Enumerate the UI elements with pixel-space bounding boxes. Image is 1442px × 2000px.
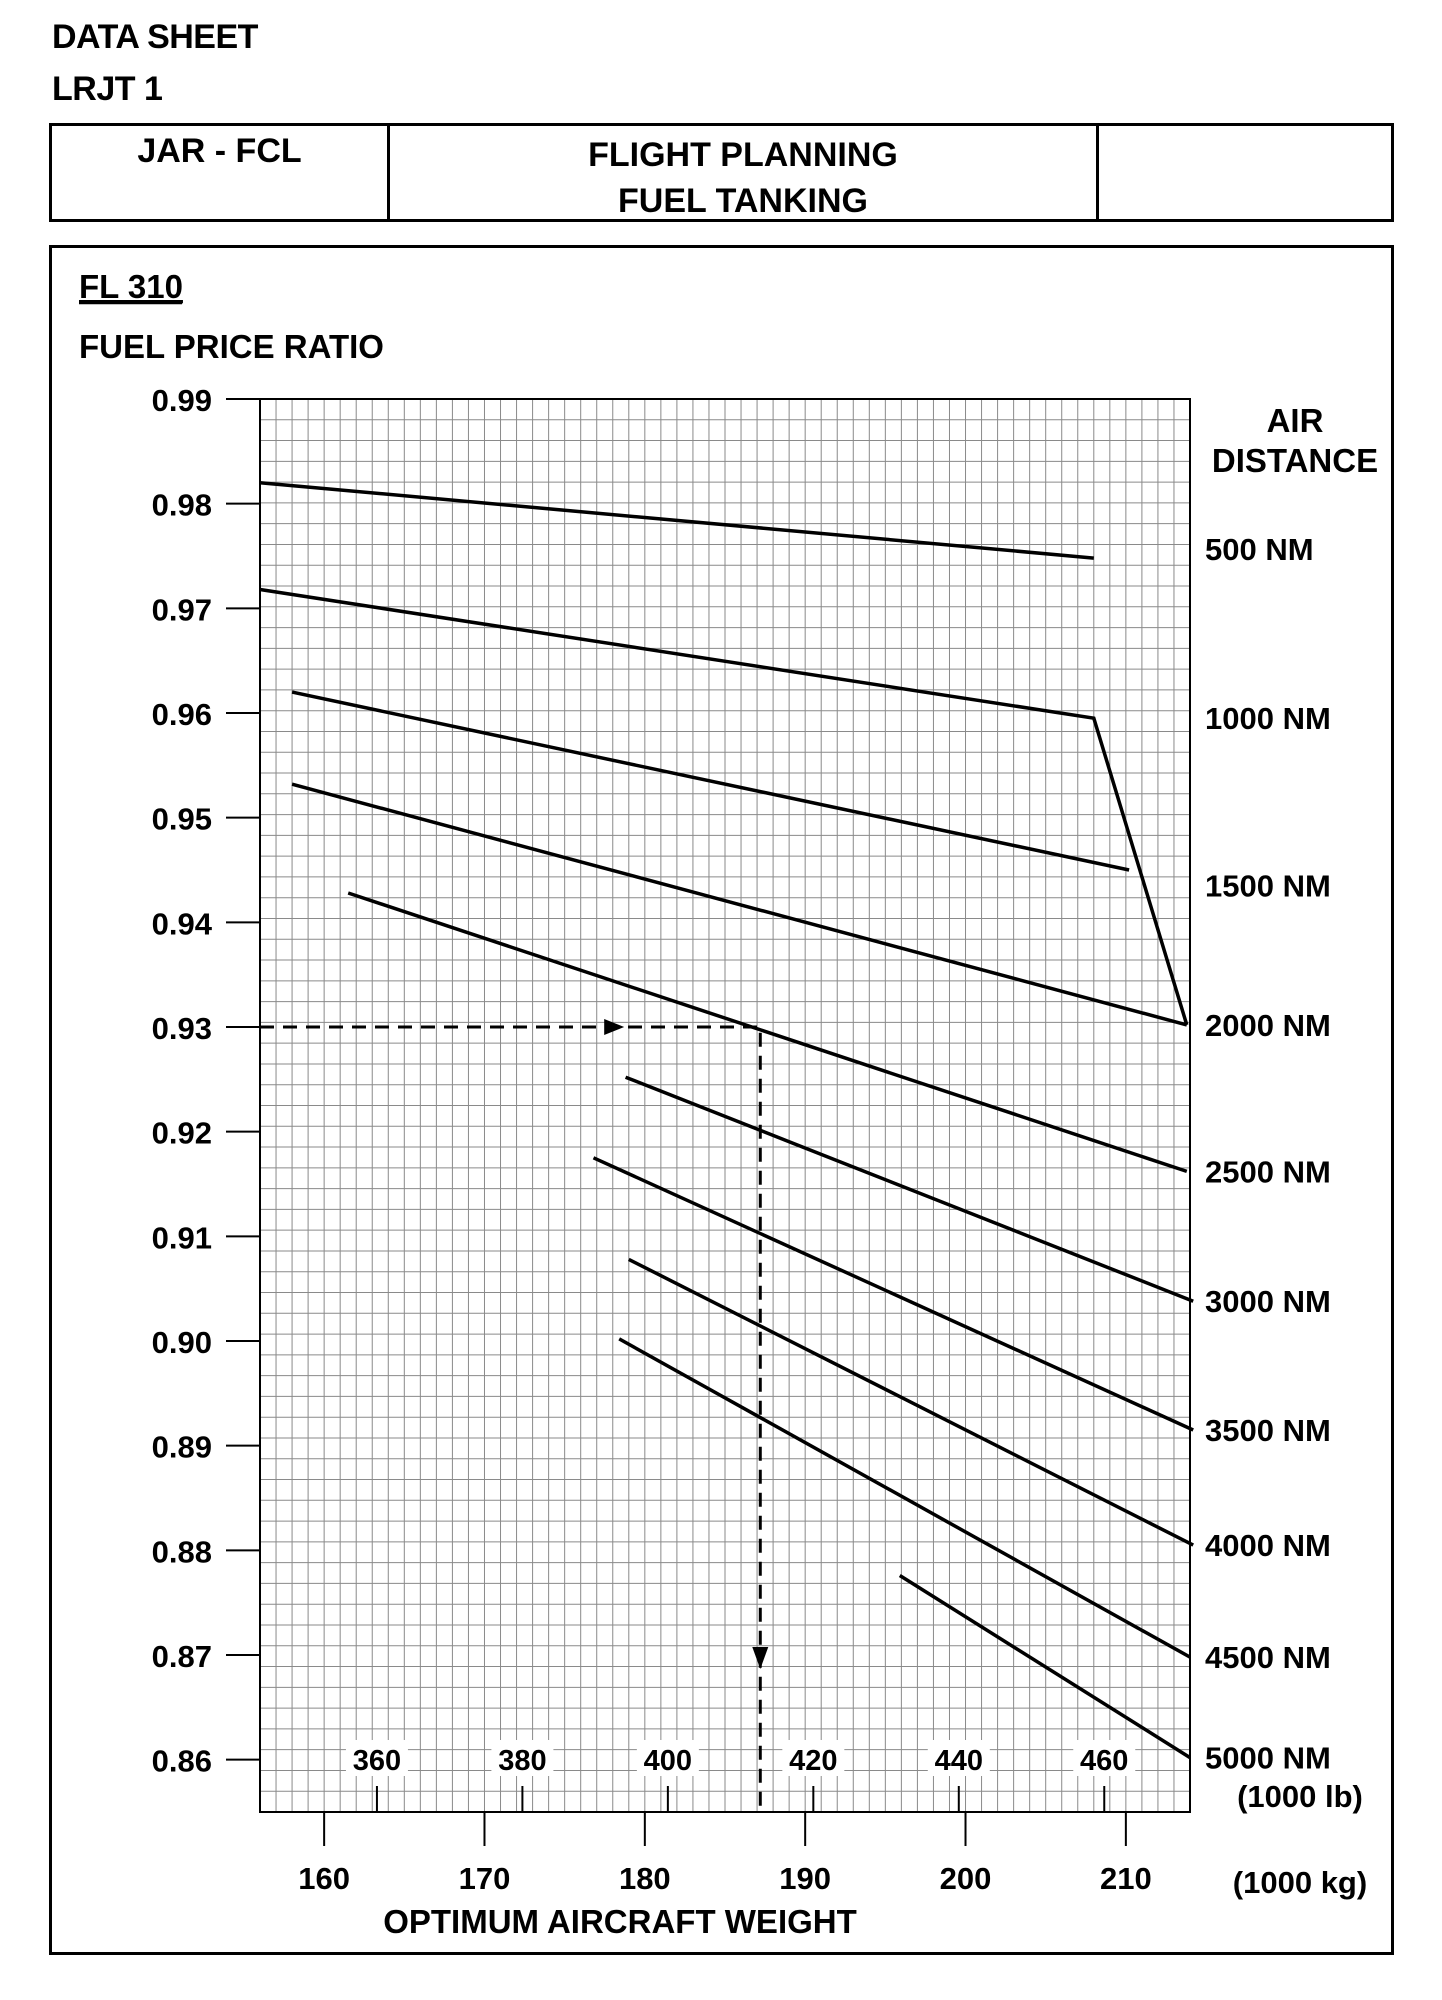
header-cell-subject: FLIGHT PLANNING FUEL TANKING — [390, 126, 1099, 220]
example-path — [260, 1019, 769, 1812]
series-label: 5000 NM — [1205, 1741, 1331, 1776]
series-line — [291, 690, 1130, 872]
x-tick-label-lb: 400 — [644, 1745, 692, 1777]
example-arrow-down — [752, 1647, 769, 1669]
series-line — [259, 480, 1094, 560]
chart-title: FL 310 — [79, 268, 183, 305]
y-tick-label: 0.93 — [152, 1011, 212, 1046]
x-unit-kg: (1000 kg) — [1233, 1865, 1367, 1900]
y-tick-label: 0.87 — [152, 1639, 212, 1674]
x-tick-label-kg: 200 — [940, 1861, 992, 1896]
y-tick-label: 0.90 — [152, 1325, 212, 1360]
x-tick-label-lb: 380 — [498, 1745, 546, 1777]
legend-title-line2: DISTANCE — [1212, 442, 1378, 479]
series-label: 3000 NM — [1205, 1284, 1331, 1319]
series-label: 1000 NM — [1205, 701, 1331, 736]
x-tick-label-lb: 360 — [353, 1745, 401, 1777]
y-tick-label: 0.97 — [152, 592, 212, 627]
y-tick-label: 0.98 — [152, 488, 212, 523]
series-line — [624, 1075, 1194, 1303]
series-line — [347, 891, 1188, 1174]
chart-labels: 0.99 0.98 0.97 0.96 0.95 0.94 0.93 0.92 0.91 0.90… — [79, 268, 1378, 1940]
series-label: 2000 NM — [1205, 1008, 1331, 1043]
example-arrow-right — [604, 1019, 625, 1035]
x-tick-label-kg: 180 — [619, 1861, 671, 1896]
x-tick-label-kg: 160 — [298, 1861, 350, 1896]
chart-axes — [226, 398, 1191, 1846]
y-axis-label: FUEL PRICE RATIO — [79, 328, 384, 365]
sheet-code: LRJT 1 — [52, 70, 163, 108]
x-tick-label-lb-bg — [636, 1740, 699, 1776]
example-dashed-line — [260, 1025, 762, 1812]
x-tick-label-lb-bg — [782, 1740, 845, 1776]
x-tick-label-kg: 210 — [1100, 1861, 1152, 1896]
y-tick-label: 0.96 — [152, 697, 212, 732]
series-line — [618, 1337, 1191, 1659]
x-tick-label-lb: 460 — [1080, 1745, 1128, 1777]
y-tick-label: 0.99 — [152, 383, 212, 418]
x-tick-label-lb-bg — [1073, 1740, 1136, 1776]
series-line — [628, 1257, 1194, 1547]
series-label: 4500 NM — [1205, 1640, 1331, 1675]
y-tick-label: 0.92 — [152, 1116, 212, 1151]
y-tick-label: 0.95 — [152, 802, 212, 837]
series-label: 1500 NM — [1205, 869, 1331, 904]
header-cell-jar-fcl: JAR - FCL — [52, 126, 390, 219]
chart-series — [259, 480, 1194, 1760]
plot-border — [259, 398, 1191, 1813]
x-axis-label: OPTIMUM AIRCRAFT WEIGHT — [383, 1903, 857, 1940]
y-tick-label: 0.94 — [152, 906, 213, 941]
series-label: 3500 NM — [1205, 1413, 1331, 1448]
series-line — [898, 1574, 1191, 1760]
x-tick-label-lb-bg — [927, 1740, 990, 1776]
series-label: 4000 NM — [1205, 1528, 1331, 1563]
x-tick-label-lb-bg — [491, 1740, 554, 1776]
series-line — [291, 782, 1188, 1027]
header-subject-line2: FUEL TANKING — [618, 182, 868, 220]
chart-grid — [259, 398, 1191, 1813]
y-tick-label: 0.91 — [152, 1220, 212, 1255]
y-tick-label: 0.86 — [152, 1744, 212, 1779]
chart-frame — [49, 245, 1394, 1955]
x-tick-label-lb: 440 — [935, 1745, 983, 1777]
y-tick-label: 0.89 — [152, 1430, 212, 1465]
x-tick-label-lb-bg — [345, 1740, 408, 1776]
x-tick-label-kg: 170 — [459, 1861, 511, 1896]
x-tick-label-lb: 420 — [789, 1745, 837, 1777]
header-subject-line1: FLIGHT PLANNING — [588, 136, 898, 174]
series-label: 500 NM — [1205, 532, 1314, 567]
sheet-title: DATA SHEET — [52, 18, 258, 56]
series-line — [592, 1156, 1194, 1432]
x-unit-lb: (1000 lb) — [1237, 1779, 1363, 1814]
series-label: 2500 NM — [1205, 1154, 1331, 1189]
y-tick-label: 0.88 — [152, 1534, 212, 1569]
header-table: JAR - FCL FLIGHT PLANNING FUEL TANKING — [49, 123, 1394, 222]
x-tick-label-kg: 190 — [779, 1861, 831, 1896]
legend-title-line1: AIR — [1267, 402, 1324, 439]
series-line — [259, 587, 1189, 1026]
